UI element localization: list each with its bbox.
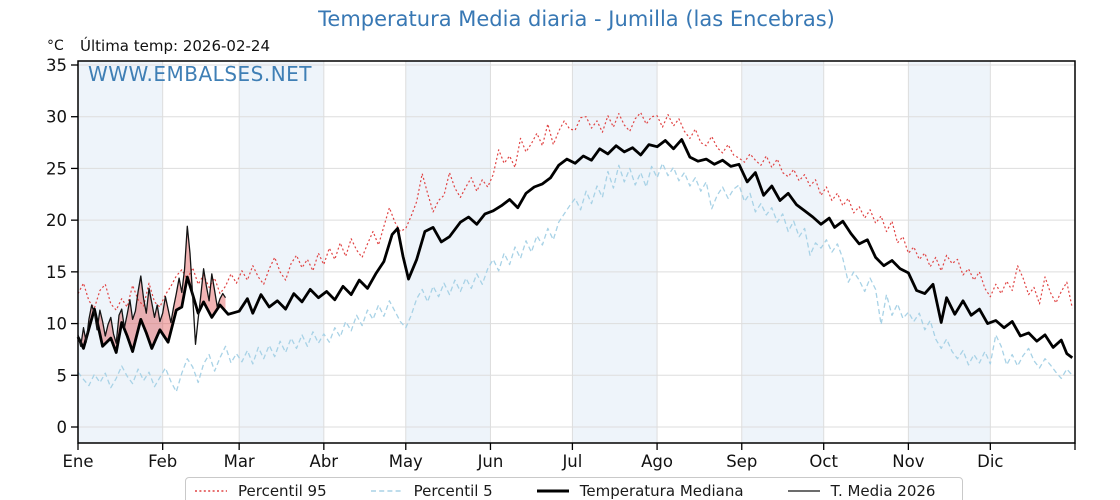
y-tick-label: 5 xyxy=(57,366,68,385)
page-title: Temperatura Media diaria - Jumilla (las … xyxy=(318,7,835,31)
y-tick-label: 20 xyxy=(46,211,67,230)
median-line-sample-icon xyxy=(536,489,569,493)
x-tick-label: Dic xyxy=(977,452,1003,471)
x-tick-label: Feb xyxy=(148,452,177,471)
legend-item-tmedia-2026: T. Media 2026 xyxy=(786,482,936,500)
plot-border xyxy=(77,60,1076,444)
p95-line-sample-icon xyxy=(195,490,227,492)
legend-item-percentil-5: Percentil 5 xyxy=(369,482,493,500)
y-tick-label: 15 xyxy=(46,263,67,282)
x-tick-label: Sep xyxy=(726,452,757,471)
y-tick-label: 30 xyxy=(46,108,67,127)
month-band xyxy=(572,61,658,443)
last-temp-label: Última temp: 2026-02-24 xyxy=(80,37,271,55)
p5-line-sample-icon xyxy=(370,490,403,492)
legend: Percentil 95 Percentil 5 Temperatura Med… xyxy=(185,477,963,500)
x-tick-label: Nov xyxy=(892,452,924,471)
month-band xyxy=(741,61,824,443)
legend-item-mediana: Temperatura Mediana xyxy=(535,482,744,500)
x-tick-label: Ago xyxy=(641,452,673,471)
month-band xyxy=(78,61,163,443)
legend-label-p5: Percentil 5 xyxy=(413,482,493,500)
month-band xyxy=(908,61,991,443)
legend-label-p95: Percentil 95 xyxy=(238,482,327,500)
y-axis-unit-label: °C xyxy=(47,38,64,54)
y-tick-label: 25 xyxy=(46,159,67,178)
t2026-line-sample-icon xyxy=(787,490,820,492)
x-tick-label: Abr xyxy=(310,452,339,471)
legend-label-mediana: Temperatura Mediana xyxy=(579,482,744,500)
x-tick-label: Oct xyxy=(809,452,838,471)
x-tick-label: May xyxy=(389,452,423,471)
x-tick-label: Jun xyxy=(477,452,504,471)
y-tick-label: 10 xyxy=(46,315,67,334)
y-tick-label: 0 xyxy=(57,418,68,437)
t2026-line xyxy=(77,225,227,347)
t2026-fill-area xyxy=(78,226,226,353)
x-tick-label: Ene xyxy=(62,452,93,471)
x-tick-label: Mar xyxy=(224,452,255,471)
x-tick-label: Jul xyxy=(561,452,582,471)
watermark: WWW.EMBALSES.NET xyxy=(88,62,313,86)
median-line xyxy=(76,138,1074,359)
month-band xyxy=(239,61,324,443)
p5-line xyxy=(77,162,1073,393)
legend-label-tmedia-2026: T. Media 2026 xyxy=(830,482,936,500)
y-tick-label: 35 xyxy=(46,56,67,75)
legend-item-percentil-95: Percentil 95 xyxy=(193,482,327,500)
